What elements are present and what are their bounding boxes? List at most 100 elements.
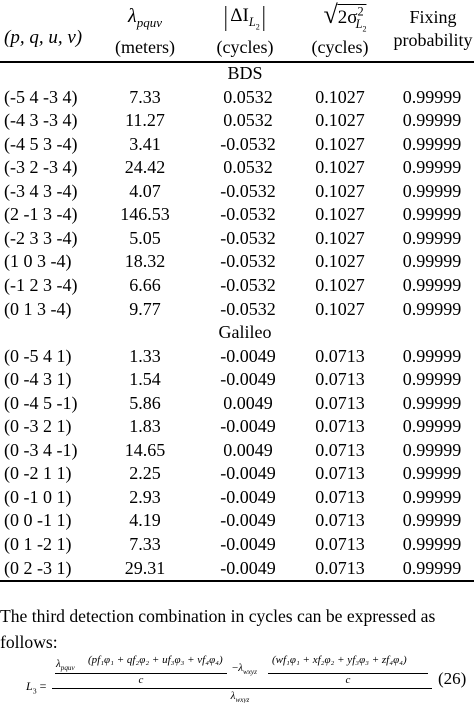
cell: 0.0713 bbox=[315, 557, 365, 578]
cell: 0.1027 bbox=[315, 133, 365, 154]
cell: 0.0532 bbox=[223, 86, 273, 107]
cell: 0.99999 bbox=[402, 439, 462, 460]
cell: -0.0049 bbox=[220, 486, 276, 507]
cell: 0.0532 bbox=[223, 157, 273, 178]
eq-term: (pf₁φ₁ + qf₂φ₂ + uf₃φ₃ + vf₄φ₄) bbox=[88, 654, 223, 666]
header-delta: ΔIL2 bbox=[225, 6, 265, 32]
cell: 0.1027 bbox=[315, 298, 365, 319]
header-unit: (cycles) bbox=[216, 37, 274, 57]
eq-term: c bbox=[138, 674, 144, 686]
cell: 0.1027 bbox=[315, 274, 365, 295]
cell: 0.99999 bbox=[402, 86, 462, 107]
cell: 0.99999 bbox=[402, 510, 462, 531]
eq-term: c bbox=[345, 674, 351, 686]
cell: 29.31 bbox=[124, 557, 166, 578]
row-label: (0 -4 3 1) bbox=[4, 369, 72, 390]
cell: 0.0713 bbox=[315, 416, 365, 437]
rule bbox=[0, 61, 474, 63]
section-label: Galileo bbox=[218, 322, 272, 343]
cell: 0.99999 bbox=[402, 534, 462, 554]
cell: 0.1027 bbox=[315, 180, 365, 201]
cell: 0.1027 bbox=[315, 227, 365, 248]
row-label: (-3 2 -3 4) bbox=[4, 157, 78, 178]
row-label: (0 1 -2 1) bbox=[4, 534, 72, 554]
cell: 0.0713 bbox=[315, 392, 365, 413]
eq-lhs: L3 = bbox=[26, 679, 47, 696]
cell: 0.99999 bbox=[402, 251, 462, 272]
cell: 5.05 bbox=[129, 227, 161, 248]
row-label: (0 0 -1 1) bbox=[4, 510, 72, 531]
cell: 0.1027 bbox=[315, 204, 365, 225]
cell: 7.33 bbox=[129, 86, 161, 107]
cell: 0.99999 bbox=[402, 157, 462, 178]
eq-term: −λwxyz bbox=[232, 662, 257, 677]
cell: 0.0713 bbox=[315, 510, 365, 531]
cell: 14.65 bbox=[124, 439, 166, 460]
cell: 0.99999 bbox=[402, 180, 462, 201]
cell: 0.99999 bbox=[402, 392, 462, 413]
header-unit: (meters) bbox=[115, 37, 175, 57]
cell: -0.0049 bbox=[220, 534, 276, 554]
cell: -0.0532 bbox=[220, 274, 276, 295]
cell: 0.99999 bbox=[402, 557, 462, 578]
cell: 4.07 bbox=[129, 180, 161, 201]
row-label: (0 -1 0 1) bbox=[4, 486, 72, 507]
section-label: BDS bbox=[227, 63, 263, 83]
cell: 11.27 bbox=[125, 110, 165, 131]
cell: 0.0532 bbox=[223, 110, 273, 131]
cell: 0.99999 bbox=[402, 227, 462, 248]
cell: 0.99999 bbox=[402, 204, 462, 225]
cell: -0.0532 bbox=[220, 298, 276, 319]
cell: 146.53 bbox=[120, 204, 170, 225]
cell: 0.99999 bbox=[402, 345, 462, 366]
cell: 0.99999 bbox=[402, 463, 462, 484]
header-fixing: Fixing bbox=[409, 7, 457, 27]
paragraph: The third detection combination in cycle… bbox=[0, 606, 436, 652]
row-label: (-3 4 3 -4) bbox=[4, 180, 78, 201]
eq-number: (26) bbox=[438, 669, 467, 688]
cell: -0.0532 bbox=[220, 133, 276, 154]
cell: 0.0713 bbox=[315, 439, 365, 460]
cell: -0.0049 bbox=[220, 463, 276, 484]
cell: -0.0049 bbox=[220, 510, 276, 531]
header-params: (p, q, u, v) bbox=[4, 27, 83, 48]
cell: 1.33 bbox=[129, 345, 161, 366]
cell: -0.0049 bbox=[220, 416, 276, 437]
row-label: (0 -2 1 1) bbox=[4, 463, 72, 484]
cell: 0.0713 bbox=[315, 463, 365, 484]
cell: 0.1027 bbox=[315, 157, 365, 178]
cell: 6.66 bbox=[129, 274, 161, 295]
header-fixing: probability bbox=[393, 30, 473, 50]
cell: 0.0713 bbox=[315, 486, 365, 507]
cell: 0.0713 bbox=[315, 534, 365, 554]
row-label: (-4 5 3 -4) bbox=[4, 133, 78, 154]
cell: 0.1027 bbox=[315, 251, 365, 272]
cell: 0.99999 bbox=[402, 274, 462, 295]
row-label: (-2 3 3 -4) bbox=[4, 227, 78, 248]
row-label: (2 -1 3 -4) bbox=[4, 204, 78, 225]
row-label: (-1 2 3 -4) bbox=[4, 274, 78, 295]
cell: 0.1027 bbox=[315, 86, 365, 107]
cell: 0.0713 bbox=[315, 369, 365, 390]
row-label: (0 1 3 -4) bbox=[4, 298, 72, 319]
rule bbox=[0, 580, 474, 582]
cell: -0.0049 bbox=[220, 369, 276, 390]
cell: -0.0532 bbox=[220, 227, 276, 248]
cell: 1.54 bbox=[129, 369, 161, 390]
row-label: (0 -4 5 -1) bbox=[4, 392, 78, 413]
fraction-bar bbox=[55, 673, 227, 674]
cell: 0.1027 bbox=[315, 110, 365, 131]
cell: -0.0532 bbox=[220, 180, 276, 201]
cell: 0.99999 bbox=[402, 416, 462, 437]
row-label: (0 -5 4 1) bbox=[4, 345, 72, 366]
cell: 0.0713 bbox=[315, 345, 365, 366]
cell: 18.32 bbox=[124, 251, 166, 272]
cell: 24.42 bbox=[124, 157, 166, 178]
row-label: (0 -3 4 -1) bbox=[4, 439, 78, 460]
cell: -0.0049 bbox=[220, 345, 276, 366]
cell: -0.0049 bbox=[220, 557, 276, 578]
header-sigma: √2σ2L2 bbox=[323, 0, 367, 34]
cell: 7.33 bbox=[129, 534, 161, 554]
cell: 0.99999 bbox=[402, 110, 462, 131]
